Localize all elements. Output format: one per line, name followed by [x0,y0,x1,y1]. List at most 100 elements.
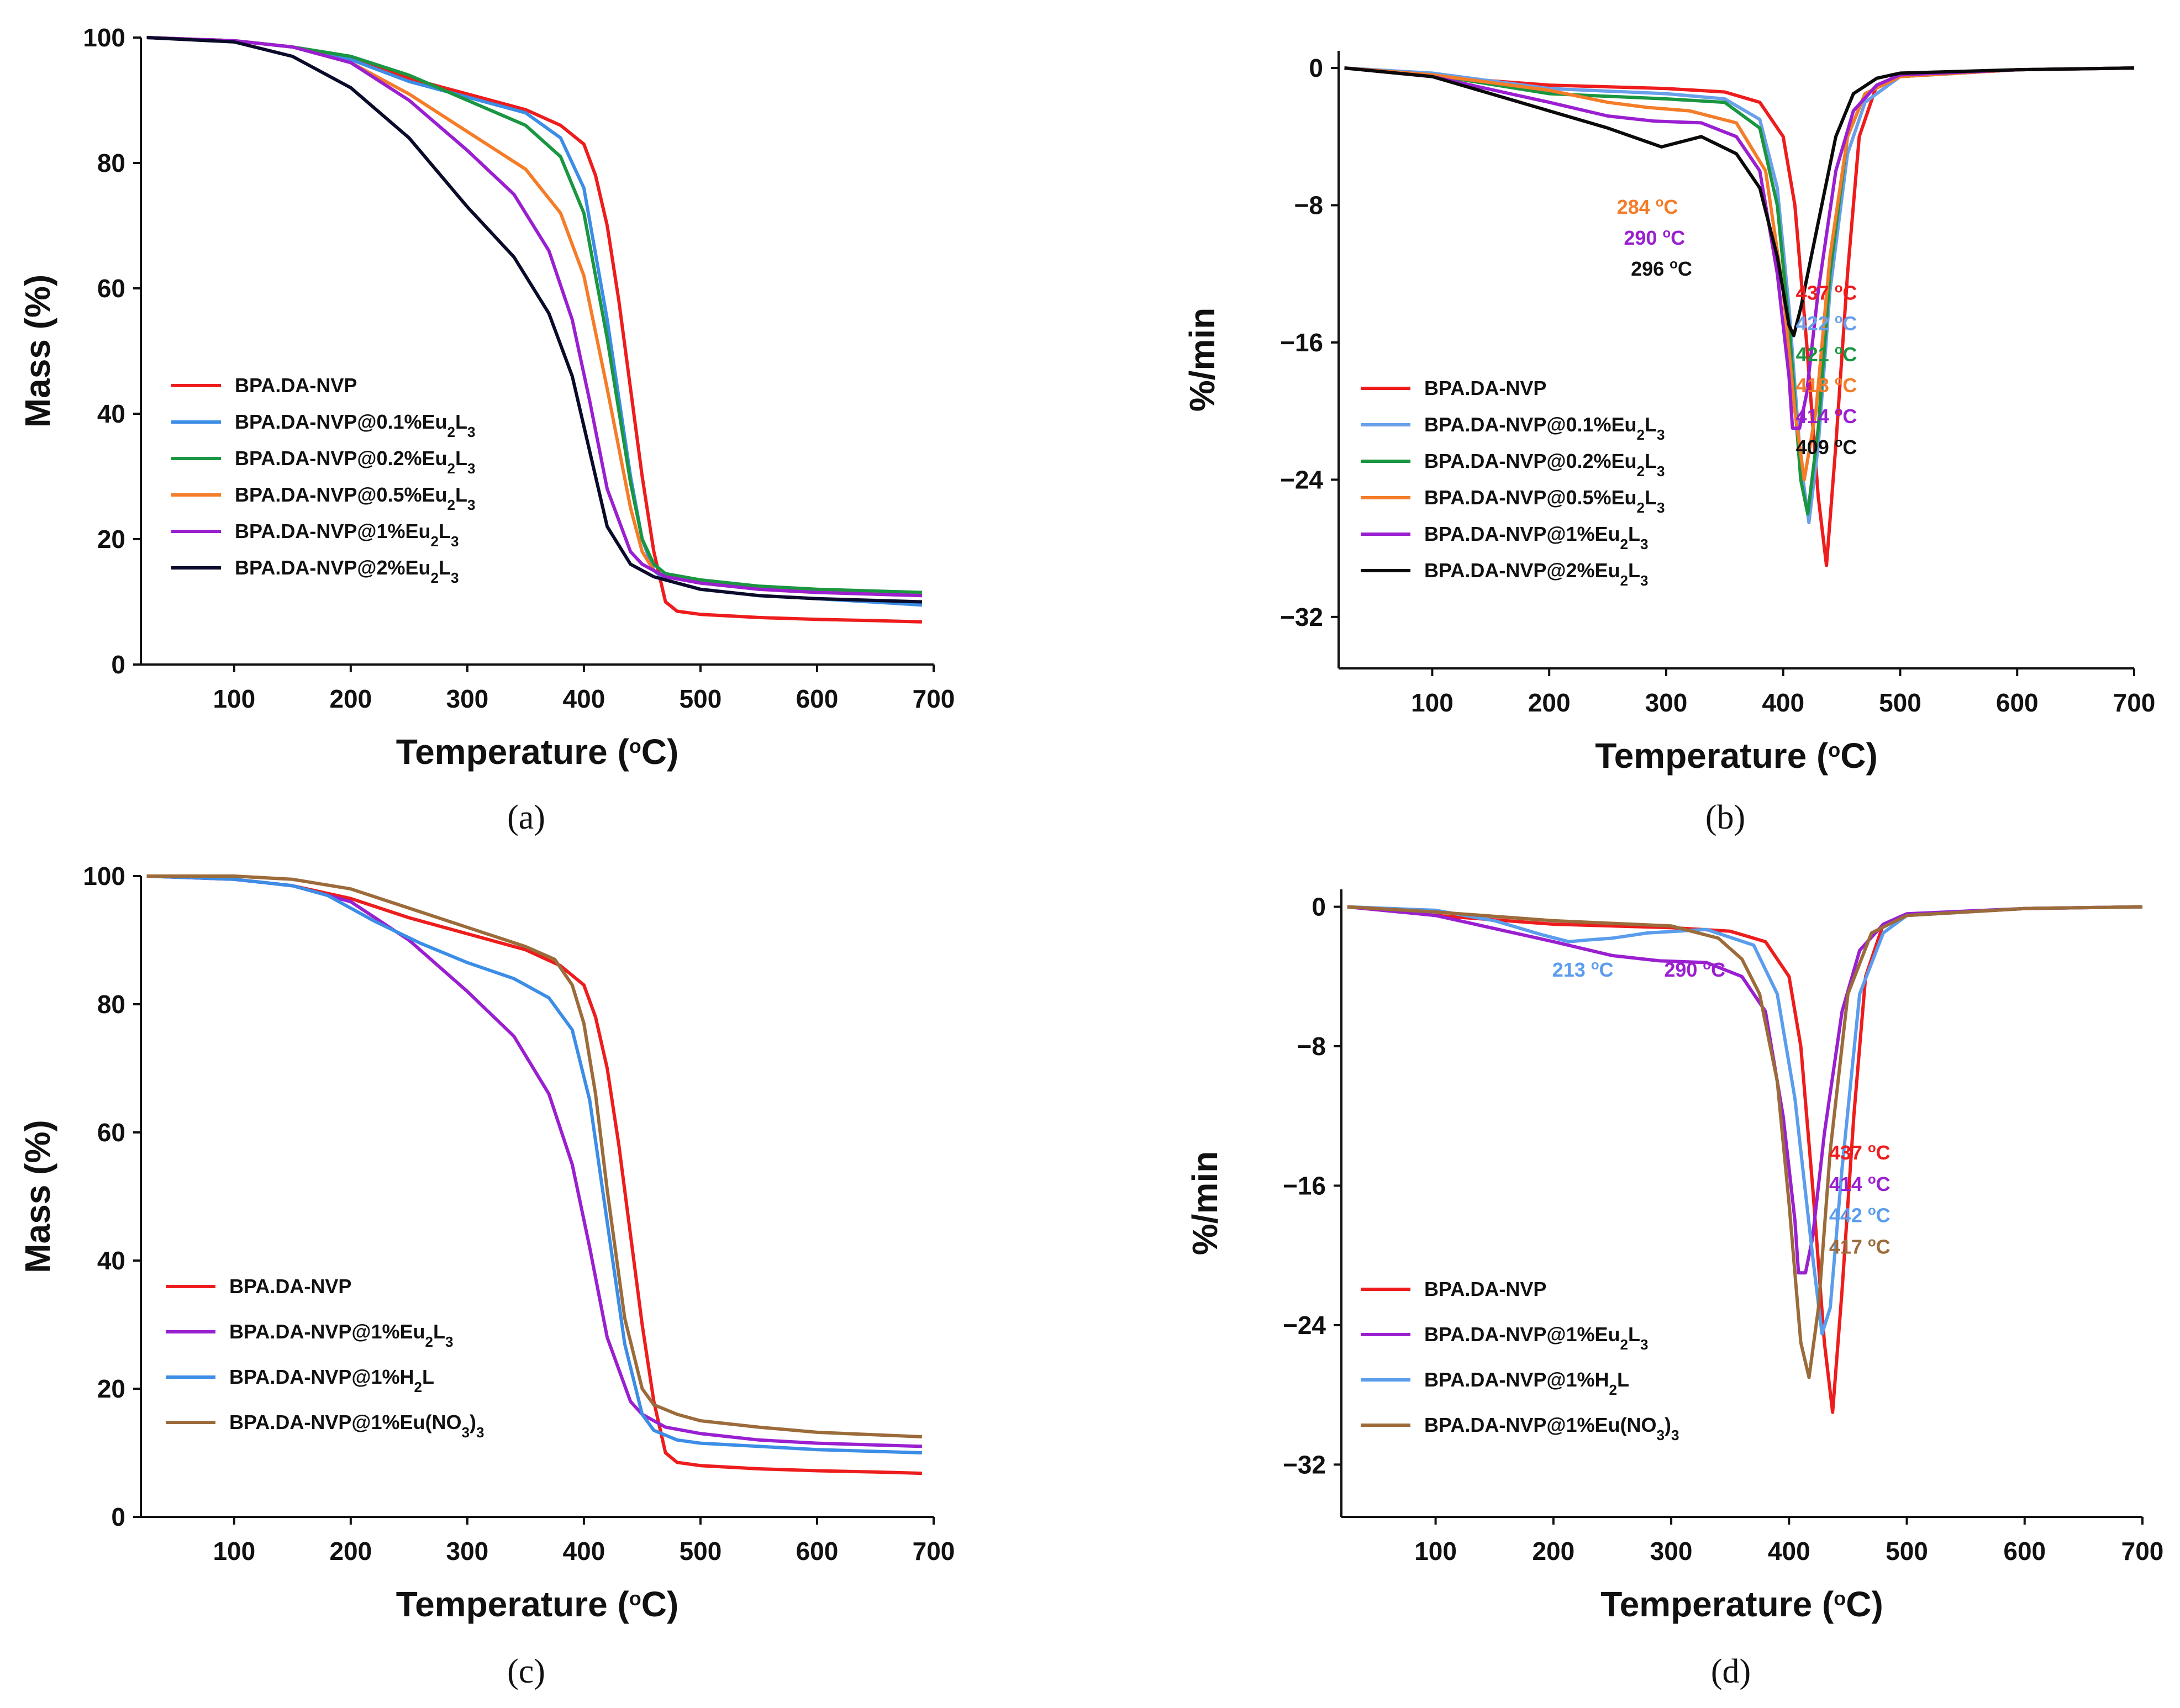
x-tick-label: 200 [1528,688,1571,717]
legend-label: BPA.DA-NVP@1%Eu2L3 [235,520,459,550]
y-tick-label: −16 [1283,1171,1326,1200]
peak-annotation: 421 oC [1796,342,1857,366]
x-tick-label: 700 [913,684,955,713]
legend-label: BPA.DA-NVP@0.5%Eu2L3 [1424,486,1665,516]
x-axis-title: Temperature (oC) [1595,736,1878,776]
panel-label: (a) [507,799,545,836]
peak-annotation: 422 oC [1796,312,1857,335]
y-tick-label: 20 [97,1374,125,1403]
x-tick-label: 100 [213,1537,255,1565]
legend-label: BPA.DA-NVP@1%Eu2L3 [1424,523,1648,552]
peak-annotation: 290 oC [1624,225,1685,249]
y-axis-title: %/min [1185,1151,1225,1255]
peak-annotation: 414 oC [1796,404,1857,428]
legend-label: BPA.DA-NVP [1424,377,1546,399]
y-axis-title: Mass (%) [18,1120,57,1273]
y-tick-label: 40 [97,1246,125,1275]
panel-label: (d) [1711,1653,1751,1690]
x-tick-label: 300 [446,684,489,713]
x-tick-label: 400 [1768,1537,1810,1565]
legend-label: BPA.DA-NVP@0.1%Eu2L3 [1424,413,1665,443]
y-tick-label: 80 [97,149,125,177]
y-tick-label: 60 [97,274,125,303]
y-tick-label: 0 [1312,893,1326,921]
y-tick-label: 0 [111,650,125,679]
series-line-2 [146,36,922,594]
x-tick-label: 100 [1414,1537,1457,1565]
x-tick-label: 500 [1879,688,1921,717]
x-axis-title: Temperature (oC) [396,732,679,772]
legend-label: BPA.DA-NVP@0.2%Eu2L3 [1424,450,1665,479]
series-line-4 [146,36,922,598]
x-tick-label: 200 [329,1537,372,1565]
legend-label: BPA.DA-NVP@1%Eu(NO3)3 [1424,1414,1679,1443]
y-tick-label: −8 [1297,1032,1326,1061]
x-tick-label: 300 [446,1537,489,1565]
panel-label: (b) [1705,799,1745,836]
x-tick-label: 600 [2003,1537,2046,1565]
legend-label: BPA.DA-NVP@1%H2L [1424,1368,1629,1398]
x-tick-label: 400 [563,1537,605,1565]
y-tick-label: 0 [111,1503,125,1531]
series-line-1 [146,874,922,1448]
peak-annotation: 296 oC [1631,256,1692,280]
y-tick-label: 100 [83,23,125,52]
y-tick-label: −16 [1280,328,1323,357]
x-tick-label: 700 [2113,688,2156,717]
legend-label: BPA.DA-NVP@2%Eu2L3 [235,556,459,586]
y-tick-label: −24 [1283,1311,1326,1340]
legend-label: BPA.DA-NVP [229,1275,351,1298]
x-tick-label: 500 [1886,1537,1928,1565]
chart-panel-a: 100 200 300 400 500 600 700 0 20 40 60 80 100 Tempera… [0,0,1090,854]
series-line-3 [146,36,922,598]
x-tick-label: 600 [796,684,839,713]
dtg-rate-chart-b: 100 200 300 400 500 600 700 0 −8 −16 −24 −32 Tempera… [1182,51,2156,836]
series-line-4 [1344,66,2135,430]
peak-annotation: 437 oC [1796,281,1857,304]
peak-annotation: 409 oC [1796,435,1857,458]
y-axis-title: Mass (%) [18,275,57,428]
y-tick-label: −32 [1280,603,1323,631]
legend-label: BPA.DA-NVP@1%Eu2L3 [229,1320,453,1350]
y-tick-label: 60 [97,1118,125,1147]
peak-annotation: 417 oC [1829,1235,1891,1258]
legend-label: BPA.DA-NVP [1424,1278,1546,1300]
x-tick-label: 200 [1532,1537,1575,1565]
y-tick-label: 40 [97,399,125,428]
x-tick-label: 600 [1996,688,2039,717]
y-tick-label: 100 [83,862,125,890]
x-tick-label: 400 [1762,688,1804,717]
y-axis-title: %/min [1182,308,1222,412]
series-line-5 [1344,66,2135,338]
legend-label: BPA.DA-NVP@1%Eu(NO3)3 [229,1411,484,1441]
series-line-2 [146,874,922,1454]
peak-annotation: 284 oC [1617,195,1678,219]
y-tick-label: 20 [97,525,125,553]
y-tick-label: −8 [1294,191,1323,220]
x-tick-label: 700 [913,1537,955,1565]
x-axis-title: Temperature (oC) [396,1584,679,1624]
dtg-rate-chart-d: 100 200 300 400 500 600 700 0 −8 −16 −24 −32 Tempera… [1185,889,2164,1690]
legend-label: BPA.DA-NVP@0.2%Eu2L3 [235,447,475,477]
x-tick-label: 200 [329,684,372,713]
chart-panel-b: 100 200 300 400 500 600 700 0 −8 −16 −24 −32 Tempera… [1090,0,2180,854]
x-tick-label: 400 [563,684,605,713]
x-tick-label: 100 [213,684,255,713]
x-tick-label: 500 [680,1537,722,1565]
x-tick-label: 300 [1650,1537,1693,1565]
legend-label: BPA.DA-NVP@1%H2L [229,1366,434,1395]
y-tick-label: −24 [1280,465,1323,494]
y-tick-label: 0 [1309,54,1323,82]
x-tick-label: 600 [796,1537,839,1565]
series-line-3 [146,874,923,1438]
peak-annotation: 213 oC [1552,957,1614,981]
y-tick-label: 80 [97,990,125,1019]
legend-label: BPA.DA-NVP@1%Eu2L3 [1424,1323,1648,1353]
series-line-5 [146,36,922,604]
peak-annotation: 418 oC [1796,373,1857,397]
x-tick-label: 500 [680,684,722,713]
peak-annotation: 290 oC [1664,957,1725,981]
series-line-3 [1347,905,2143,1379]
x-tick-label: 700 [2121,1537,2164,1565]
series-line-0 [146,874,922,1475]
